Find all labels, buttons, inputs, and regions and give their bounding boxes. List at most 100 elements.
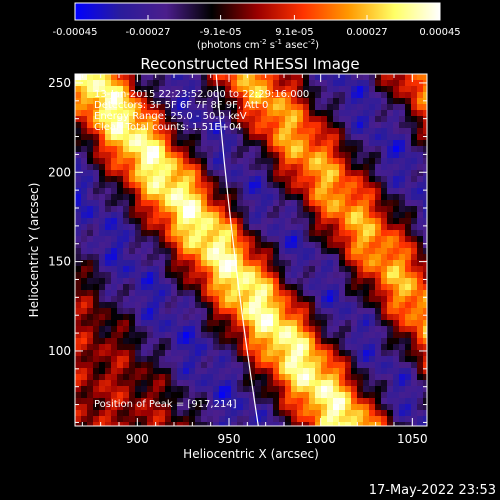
heatmap-cell [357, 422, 364, 426]
heatmap-cell [165, 236, 172, 243]
heatmap-cell [201, 410, 208, 417]
heatmap-cell [375, 158, 382, 165]
heatmap-cell [87, 194, 94, 201]
heatmap-cell [189, 146, 196, 153]
heatmap-cell [327, 308, 334, 315]
heatmap-cell [267, 416, 274, 423]
heatmap-cell [219, 266, 226, 273]
heatmap-cell [87, 380, 94, 387]
heatmap-cell [207, 218, 214, 225]
heatmap-cell [213, 140, 220, 147]
heatmap-cell [303, 194, 310, 201]
heatmap-cell [183, 146, 190, 153]
heatmap-cell [393, 350, 400, 357]
heatmap-cell [387, 398, 394, 405]
heatmap-cell [129, 254, 136, 261]
heatmap-cell [231, 398, 238, 405]
heatmap-cell [183, 152, 190, 159]
heatmap-cell [339, 296, 346, 303]
heatmap-cell [297, 164, 304, 171]
heatmap-cell [111, 290, 118, 297]
heatmap-cell [195, 416, 202, 423]
heatmap-cell [105, 368, 112, 375]
heatmap-cell [261, 260, 268, 267]
heatmap-cell [351, 122, 358, 129]
heatmap-cell [267, 344, 274, 351]
heatmap-cell [249, 230, 256, 237]
heatmap-cell [393, 122, 400, 129]
heatmap-cell [189, 236, 196, 243]
heatmap-cell [393, 392, 400, 399]
heatmap-cell [111, 248, 118, 255]
heatmap-cell [279, 158, 286, 165]
heatmap-cell [81, 308, 88, 315]
heatmap-cell [129, 398, 136, 405]
heatmap-cell [297, 188, 304, 195]
heatmap-cell [363, 134, 370, 141]
heatmap-cell [177, 200, 184, 207]
heatmap-cell [141, 254, 148, 261]
heatmap-cell [393, 188, 400, 195]
heatmap-cell [243, 260, 250, 267]
heatmap-cell [327, 242, 334, 249]
heatmap-cell [291, 344, 298, 351]
heatmap-cell [369, 254, 376, 261]
heatmap-cell [423, 386, 427, 393]
heatmap-cell [129, 176, 136, 183]
heatmap-cell [135, 338, 142, 345]
heatmap-cell [261, 98, 268, 105]
heatmap-cell [231, 320, 238, 327]
heatmap-cell [87, 248, 94, 255]
heatmap-cell [357, 284, 364, 291]
heatmap-cell [213, 386, 220, 393]
heatmap-cell [309, 296, 316, 303]
heatmap-cell [345, 410, 352, 417]
heatmap-cell [327, 254, 334, 261]
heatmap-cell [351, 254, 358, 261]
heatmap-cell [93, 272, 100, 279]
heatmap-cell [267, 302, 274, 309]
heatmap-cell [153, 212, 160, 219]
heatmap-cell [261, 344, 268, 351]
heatmap-cell [309, 392, 316, 399]
heatmap-cell [105, 206, 112, 213]
heatmap-cell [201, 242, 208, 249]
heatmap-cell [405, 134, 412, 141]
heatmap-cell [399, 326, 406, 333]
heatmap-cell [249, 308, 256, 315]
heatmap-cell [87, 206, 94, 213]
heatmap-cell [147, 332, 154, 339]
heatmap-cell [417, 392, 424, 399]
heatmap-cell [333, 248, 340, 255]
heatmap-cell [75, 194, 82, 201]
heatmap-cell [279, 74, 286, 81]
heatmap-cell [381, 248, 388, 255]
heatmap-cell [99, 332, 106, 339]
heatmap-cell [225, 260, 232, 267]
heatmap-cell [345, 110, 352, 117]
heatmap-cell [117, 302, 124, 309]
heatmap-cell [411, 140, 418, 147]
heatmap-cell [111, 278, 118, 285]
heatmap-cell [201, 212, 208, 219]
heatmap-cell [93, 134, 100, 141]
heatmap-cell [285, 254, 292, 261]
heatmap-cell [339, 188, 346, 195]
heatmap-cell [75, 380, 82, 387]
heatmap-cell [81, 284, 88, 291]
heatmap-cell [255, 188, 262, 195]
heatmap-cell [213, 254, 220, 261]
colorbar-tick-label: -9.1e-05 [200, 27, 242, 38]
heatmap-cell [171, 224, 178, 231]
heatmap-cell [183, 290, 190, 297]
heatmap-cell [315, 194, 322, 201]
heatmap-cell [201, 80, 208, 87]
heatmap-cell [87, 386, 94, 393]
heatmap-cell [291, 86, 298, 93]
heatmap-cell [411, 206, 418, 213]
heatmap-cell [165, 416, 172, 423]
heatmap-cell [195, 92, 202, 99]
heatmap-cell [363, 140, 370, 147]
heatmap-cell [285, 80, 292, 87]
heatmap-cell [159, 176, 166, 183]
